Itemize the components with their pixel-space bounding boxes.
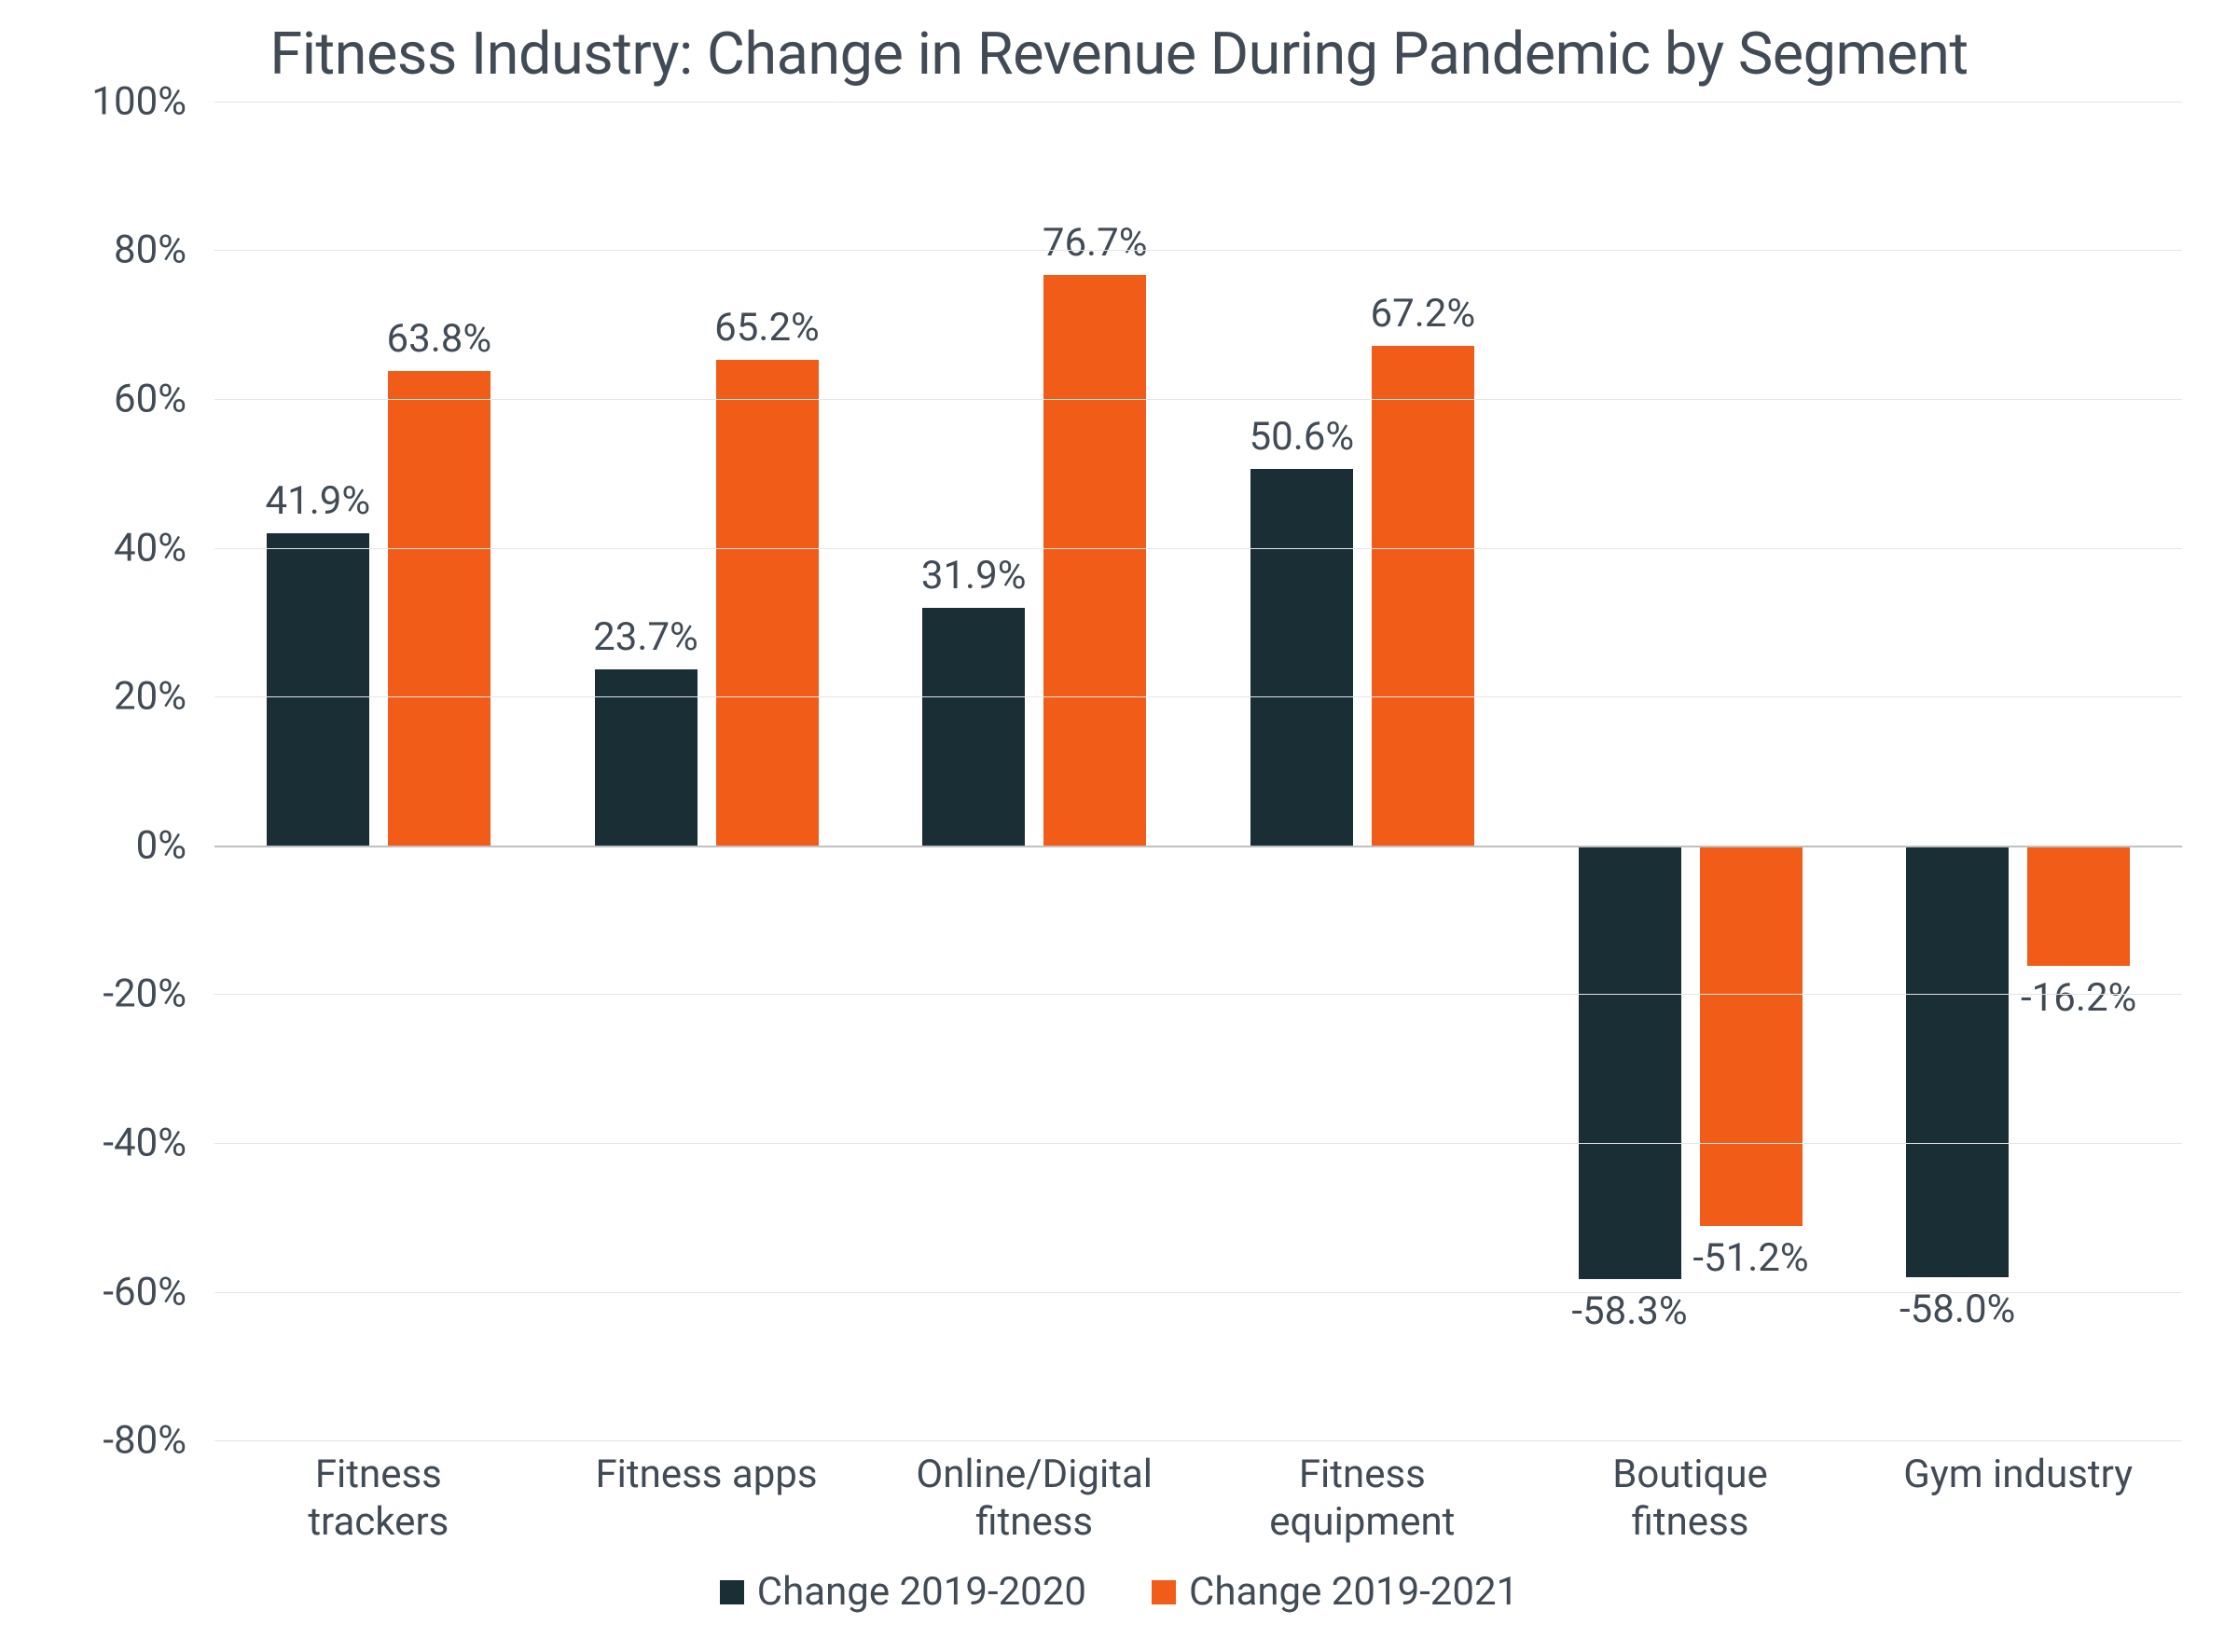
y-axis: 100%80%60%40%20%0%-20%-40%-60%-80%	[56, 102, 214, 1440]
chart-title: Fitness Industry: Change in Revenue Duri…	[56, 19, 2182, 92]
bar-value-label: 63.8%	[387, 316, 492, 362]
y-tick-label: 80%	[56, 227, 186, 273]
bar: -58.0%	[1906, 846, 2009, 1277]
bars-layer: 41.9%63.8%23.7%65.2%31.9%76.7%50.6%67.2%…	[214, 102, 2182, 1440]
gridline	[214, 1440, 2182, 1441]
y-tick-label: -20%	[56, 971, 186, 1017]
bar: -51.2%	[1700, 846, 1803, 1227]
legend-swatch	[1152, 1580, 1176, 1604]
bar-value-label: -58.0%	[1900, 1287, 2015, 1332]
gridline	[214, 1292, 2182, 1293]
x-axis-label: Boutiquefitness	[1527, 1452, 1855, 1546]
zero-line	[214, 846, 2182, 847]
x-axis-label: Fitnessequipment	[1198, 1452, 1527, 1546]
x-axis: FitnesstrackersFitness appsOnline/Digita…	[214, 1452, 2182, 1546]
gridline	[214, 696, 2182, 697]
category-group: 23.7%65.2%	[543, 102, 871, 1440]
y-tick-label: 40%	[56, 525, 186, 571]
legend-swatch	[720, 1580, 744, 1604]
y-tick-label: 20%	[56, 674, 186, 720]
chart-area: 100%80%60%40%20%0%-20%-40%-60%-80% 41.9%…	[56, 102, 2182, 1615]
y-tick-label: 0%	[56, 822, 186, 868]
bar: 65.2%	[716, 360, 819, 845]
bar: 63.8%	[388, 371, 490, 846]
y-tick-label: -40%	[56, 1121, 186, 1166]
bar: 67.2%	[1372, 346, 1474, 846]
legend: Change 2019-2020 Change 2019-2021	[56, 1569, 2182, 1615]
category-group: -58.3%-51.2%	[1527, 102, 1855, 1440]
gridline	[214, 1143, 2182, 1144]
legend-label: Change 2019-2021	[1189, 1569, 1518, 1615]
bar-value-label: -51.2%	[1692, 1235, 1808, 1281]
gridline	[214, 994, 2182, 995]
bar-value-label: -58.3%	[1571, 1288, 1687, 1334]
bar: 76.7%	[1043, 275, 1146, 846]
bar-value-label: 67.2%	[1371, 291, 1476, 337]
x-axis-label: Fitness apps	[543, 1452, 871, 1546]
legend-item: Change 2019-2020	[720, 1569, 1086, 1615]
gridline	[214, 250, 2182, 251]
plot-area: 41.9%63.8%23.7%65.2%31.9%76.7%50.6%67.2%…	[214, 102, 2182, 1440]
y-tick-label: -80%	[56, 1418, 186, 1464]
bar: 50.6%	[1250, 469, 1353, 846]
gridline	[214, 399, 2182, 400]
y-tick-label: -60%	[56, 1269, 186, 1315]
legend-item: Change 2019-2021	[1152, 1569, 1518, 1615]
gridline	[214, 548, 2182, 549]
bar-value-label: 23.7%	[593, 614, 698, 660]
bar: -58.3%	[1579, 846, 1681, 1279]
bar: 23.7%	[595, 669, 698, 846]
bar-value-label: 76.7%	[1043, 220, 1148, 266]
category-group: 31.9%76.7%	[870, 102, 1198, 1440]
bar-value-label: 41.9%	[266, 478, 371, 524]
y-tick-label: 60%	[56, 376, 186, 421]
category-group: 50.6%67.2%	[1198, 102, 1527, 1440]
y-tick-label: 100%	[56, 78, 186, 124]
bar-value-label: -16.2%	[2021, 975, 2136, 1021]
bar-value-label: 31.9%	[921, 553, 1027, 599]
bar: 41.9%	[267, 533, 369, 845]
gridline	[214, 102, 2182, 103]
legend-label: Change 2019-2020	[757, 1569, 1086, 1615]
x-axis-label: Fitnesstrackers	[214, 1452, 543, 1546]
bar: 31.9%	[922, 608, 1025, 846]
category-group: -58.0%-16.2%	[1854, 102, 2182, 1440]
bar: -16.2%	[2027, 846, 2130, 966]
bar-value-label: 50.6%	[1250, 414, 1355, 460]
category-group: 41.9%63.8%	[214, 102, 543, 1440]
bar-value-label: 65.2%	[714, 305, 820, 351]
x-axis-label: Gym industry	[1854, 1452, 2182, 1546]
x-axis-label: Online/Digitalfitness	[870, 1452, 1198, 1546]
